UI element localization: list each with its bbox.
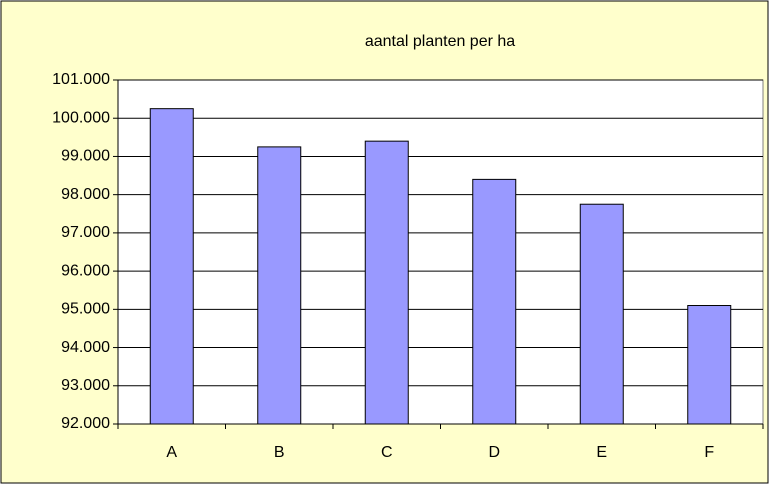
y-tick-label: 98.000: [61, 186, 110, 203]
y-tick-label: 96.000: [61, 262, 110, 279]
x-tick-label: A: [166, 444, 177, 461]
x-tick-label: B: [274, 444, 285, 461]
bar: [472, 178, 517, 425]
x-tick-label: C: [381, 444, 393, 461]
y-tick-label: 93.000: [61, 377, 110, 394]
y-tick-label: 99.000: [61, 148, 110, 165]
y-tick-label: 92.000: [61, 415, 110, 432]
x-tick-label: F: [704, 444, 714, 461]
y-tick-label: 95.000: [61, 301, 110, 318]
chart-title: aantal planten per ha: [365, 33, 515, 50]
y-tick-label: 97.000: [61, 224, 110, 241]
bar: [364, 140, 409, 425]
bar: [257, 146, 302, 425]
x-tick-label: E: [596, 444, 607, 461]
x-tick-label: D: [488, 444, 500, 461]
y-tick-label: 94.000: [61, 339, 110, 356]
bar: [579, 203, 624, 425]
plot-area: [117, 79, 764, 425]
y-tick-label: 100.000: [52, 109, 110, 126]
y-tick-label: 101.000: [52, 71, 110, 88]
bar: [687, 305, 732, 425]
bar: [149, 108, 194, 425]
